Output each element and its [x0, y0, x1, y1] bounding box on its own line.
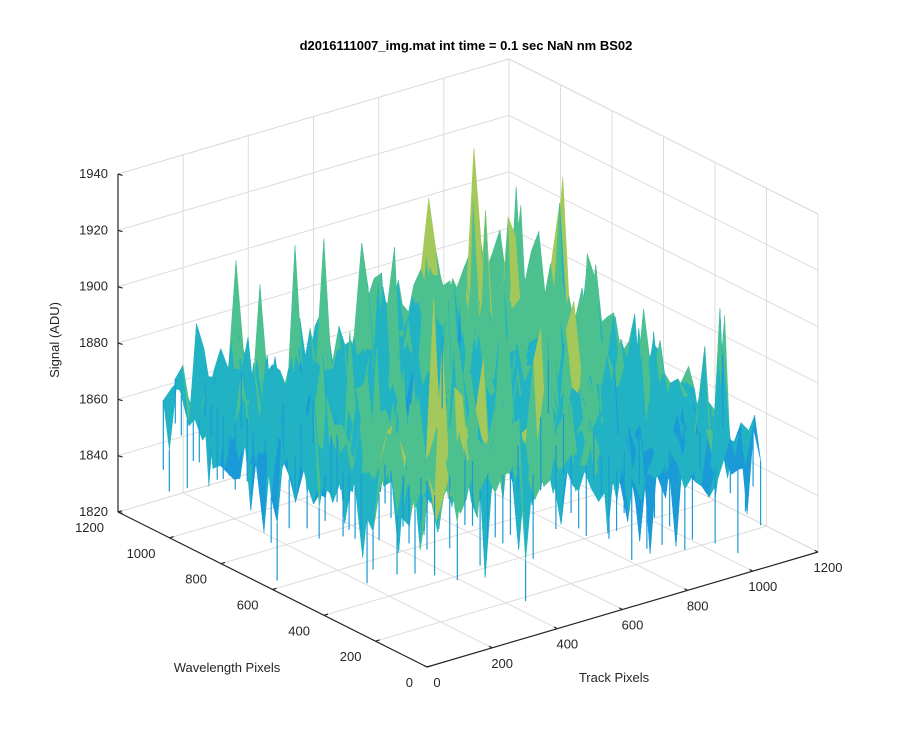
- y-tick-label: 0: [406, 675, 413, 690]
- x-tick-label: 1200: [814, 560, 843, 575]
- x-tick-label: 400: [556, 637, 578, 652]
- x-tick-mark: [619, 607, 623, 611]
- x-tick-label: 1000: [748, 579, 777, 594]
- y-axis-label: Wavelength Pixels: [174, 660, 281, 675]
- y-tick-mark: [169, 536, 174, 539]
- surface-layer: [162, 148, 762, 602]
- z-tick-mark: [117, 398, 123, 402]
- y-tick-mark: [272, 587, 277, 591]
- y-tick-label: 400: [288, 623, 310, 638]
- x-tick-mark: [749, 569, 754, 572]
- x-tick-label: 0: [433, 675, 440, 690]
- labels-layer: 0 200 400 600 800 1000 1200 0 200 400 600 800 1000 12…: [75, 166, 842, 690]
- wall-edge: [117, 58, 510, 175]
- z-tick-mark: [117, 455, 123, 458]
- y-tick-mark: [375, 639, 380, 642]
- y-tick-label: 1000: [127, 546, 156, 561]
- chart-title: d2016111007_img.mat int time = 0.1 sec N…: [300, 38, 633, 53]
- y-tick-label: 800: [185, 572, 207, 587]
- y-tick-label: 600: [237, 598, 259, 613]
- side-wall-gridline: [508, 171, 819, 328]
- x-tick-label: 600: [622, 618, 644, 633]
- x-axis-label: Track Pixels: [579, 670, 650, 685]
- z-tick-label: 1880: [79, 335, 108, 350]
- y-tick-label: 200: [340, 649, 362, 664]
- x-tick-mark: [423, 664, 428, 668]
- x-tick-mark: [488, 645, 493, 649]
- z-tick-mark: [117, 173, 123, 176]
- back-wall-gridline: [117, 171, 510, 288]
- z-tick-mark: [117, 511, 123, 514]
- z-tick-label: 1900: [79, 279, 108, 294]
- z-tick-label: 1940: [79, 166, 108, 181]
- y-tick-mark: [426, 665, 432, 668]
- axes-layer: [117, 173, 819, 668]
- z-tick-mark: [117, 229, 123, 233]
- z-tick-label: 1840: [79, 448, 108, 463]
- x-tick-label: 200: [491, 656, 513, 671]
- z-tick-label: 1920: [79, 222, 108, 237]
- back-wall-gridline: [117, 227, 510, 344]
- x-tick-mark: [553, 626, 558, 630]
- y-tick-mark: [220, 561, 226, 565]
- z-tick-mark: [117, 286, 123, 289]
- x-tick-mark: [814, 549, 819, 553]
- wall-edge: [508, 58, 819, 215]
- back-wall-gridline: [117, 114, 510, 231]
- x-tick-label: 800: [687, 598, 709, 613]
- y-tick-mark: [323, 613, 329, 616]
- x-tick-mark: [684, 588, 688, 591]
- z-tick-label: 1860: [79, 391, 108, 406]
- surface-patch: [746, 415, 761, 514]
- z-tick-mark: [117, 342, 123, 345]
- side-wall-gridline: [508, 114, 819, 271]
- z-axis-label: Signal (ADU): [47, 302, 62, 378]
- z-tick-label: 1820: [79, 504, 108, 519]
- floor-gridline: [375, 525, 767, 642]
- y-tick-label: 1200: [75, 520, 104, 535]
